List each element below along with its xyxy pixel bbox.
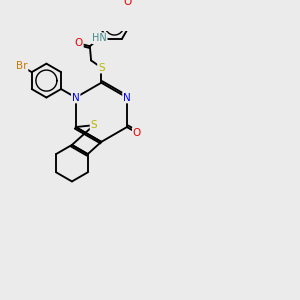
- Text: O: O: [74, 38, 83, 48]
- Text: O: O: [133, 128, 141, 138]
- Text: HN: HN: [92, 33, 107, 43]
- Text: S: S: [91, 120, 97, 130]
- Text: S: S: [98, 63, 105, 73]
- Text: Br: Br: [16, 61, 28, 71]
- Text: N: N: [72, 92, 80, 103]
- Text: N: N: [123, 92, 131, 103]
- Text: O: O: [124, 0, 132, 8]
